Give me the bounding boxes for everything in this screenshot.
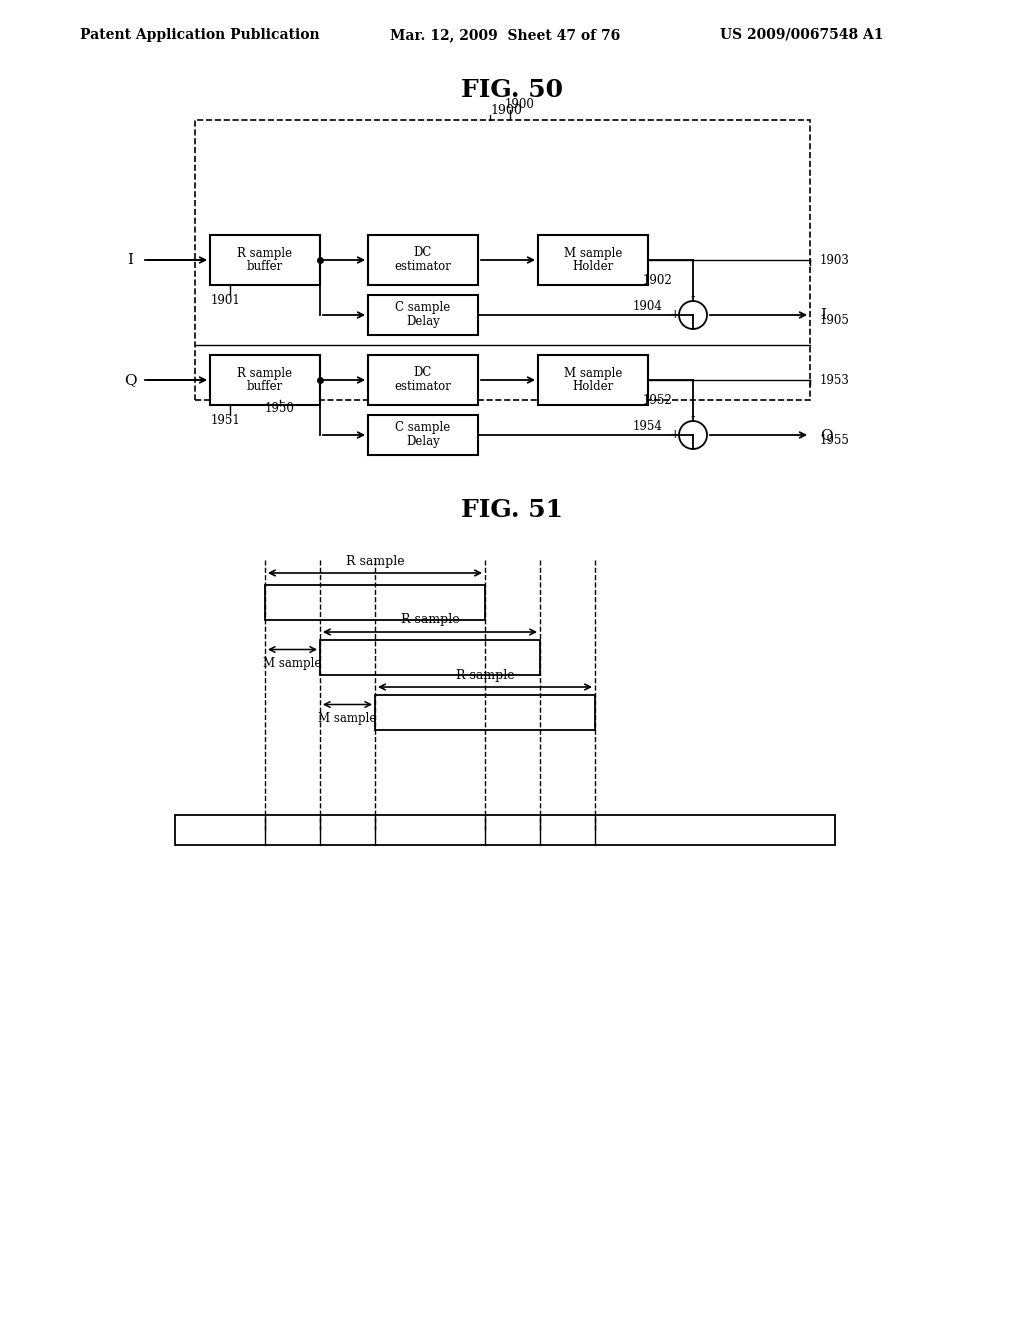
Text: M sample: M sample: [564, 367, 623, 380]
Text: buffer: buffer: [247, 380, 283, 393]
Text: Patent Application Publication: Patent Application Publication: [80, 28, 319, 42]
Text: 1954: 1954: [633, 421, 663, 433]
FancyBboxPatch shape: [368, 294, 478, 335]
Text: -: -: [691, 290, 695, 304]
Text: R sample: R sample: [238, 367, 293, 380]
Text: 1904: 1904: [633, 301, 663, 314]
FancyBboxPatch shape: [368, 355, 478, 405]
FancyBboxPatch shape: [175, 814, 835, 845]
Text: FIG. 50: FIG. 50: [461, 78, 563, 102]
Text: R sample: R sample: [400, 614, 460, 627]
FancyBboxPatch shape: [538, 355, 648, 405]
Text: 1901: 1901: [210, 293, 240, 306]
Text: 1953: 1953: [820, 374, 850, 387]
FancyBboxPatch shape: [368, 414, 478, 455]
Text: DC: DC: [414, 367, 432, 380]
Text: 1951: 1951: [210, 413, 240, 426]
Text: FIG. 51: FIG. 51: [461, 498, 563, 521]
FancyBboxPatch shape: [210, 355, 319, 405]
Text: DC: DC: [414, 247, 432, 260]
Text: buffer: buffer: [247, 260, 283, 273]
Text: 1900: 1900: [490, 103, 522, 116]
FancyBboxPatch shape: [210, 235, 319, 285]
Text: US 2009/0067548 A1: US 2009/0067548 A1: [720, 28, 884, 42]
Text: 1955: 1955: [820, 433, 850, 446]
Text: estimator: estimator: [394, 260, 452, 273]
Text: 1905: 1905: [820, 314, 850, 326]
Text: Holder: Holder: [572, 260, 613, 273]
Text: 1900: 1900: [505, 99, 535, 111]
Text: +: +: [670, 429, 680, 441]
Text: R sample: R sample: [456, 668, 514, 681]
Text: +: +: [670, 309, 680, 322]
Text: 1903: 1903: [820, 253, 850, 267]
Text: 1950: 1950: [265, 401, 295, 414]
Text: -: -: [691, 411, 695, 424]
Text: C sample: C sample: [395, 301, 451, 314]
Text: M sample: M sample: [564, 247, 623, 260]
Text: M sample: M sample: [318, 711, 377, 725]
Text: R sample: R sample: [238, 247, 293, 260]
FancyBboxPatch shape: [265, 585, 485, 620]
Text: Delay: Delay: [407, 436, 440, 449]
Text: 1952: 1952: [643, 393, 673, 407]
Text: I: I: [127, 253, 133, 267]
Text: R sample: R sample: [346, 554, 404, 568]
Text: estimator: estimator: [394, 380, 452, 393]
Text: Holder: Holder: [572, 380, 613, 393]
Text: Mar. 12, 2009  Sheet 47 of 76: Mar. 12, 2009 Sheet 47 of 76: [390, 28, 621, 42]
Text: C sample: C sample: [395, 421, 451, 434]
FancyBboxPatch shape: [375, 696, 595, 730]
Text: Q: Q: [124, 374, 136, 387]
Text: M sample: M sample: [263, 657, 322, 671]
Text: I: I: [820, 308, 826, 322]
Text: Delay: Delay: [407, 315, 440, 329]
FancyBboxPatch shape: [538, 235, 648, 285]
FancyBboxPatch shape: [319, 640, 540, 675]
Text: Q: Q: [820, 428, 833, 442]
FancyBboxPatch shape: [368, 235, 478, 285]
Text: 1902: 1902: [643, 273, 673, 286]
